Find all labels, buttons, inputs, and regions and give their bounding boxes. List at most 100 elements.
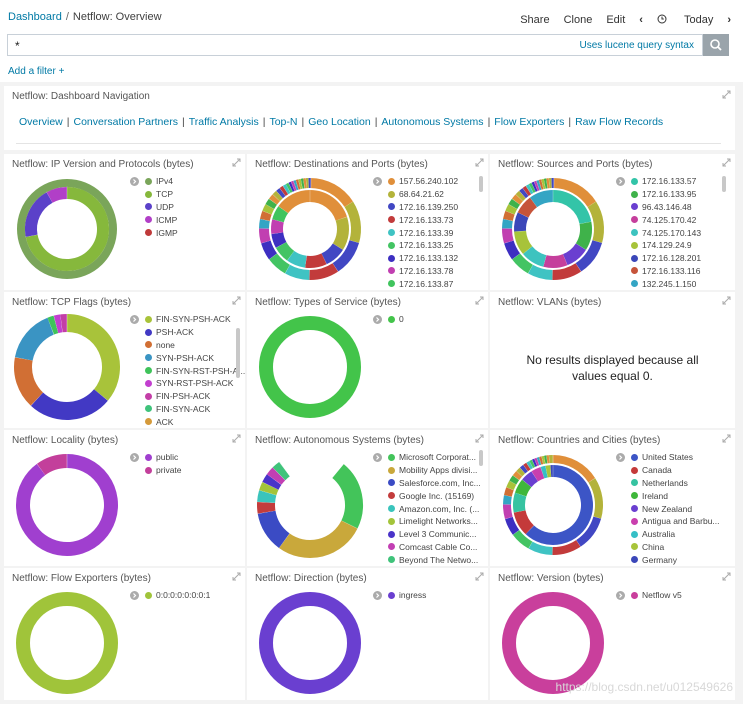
donut-chart[interactable]	[255, 312, 365, 422]
legend-scrollbar[interactable]	[479, 450, 483, 466]
legend-toggle-icon[interactable]	[373, 177, 382, 186]
legend-item[interactable]: Salesforce.com, Inc...	[388, 477, 481, 490]
share-button[interactable]: Share	[520, 14, 550, 26]
donut-chart[interactable]	[498, 450, 608, 560]
legend-item[interactable]: 172.16.133.39	[388, 226, 458, 239]
legend-item[interactable]: 157.56.240.102	[388, 175, 458, 188]
donut-slice[interactable]	[30, 388, 108, 420]
legend-item[interactable]: 172.16.128.201	[631, 252, 701, 265]
donut-slice[interactable]	[16, 454, 118, 556]
legend-item[interactable]: none	[145, 339, 245, 352]
donut-slice[interactable]	[284, 264, 310, 280]
nav-link-flow-exporters[interactable]: Flow Exporters	[494, 116, 565, 128]
legend-item[interactable]: Mobility Apps divisi...	[388, 464, 481, 477]
donut-slice[interactable]	[533, 180, 540, 191]
donut-slice[interactable]	[504, 487, 514, 497]
legend-item[interactable]: Australia	[631, 528, 720, 541]
legend-item[interactable]: New Zealand	[631, 502, 720, 515]
nav-link-overview[interactable]: Overview	[19, 116, 63, 128]
donut-slice[interactable]	[587, 201, 604, 244]
donut-slice[interactable]	[257, 490, 277, 504]
donut-slice[interactable]	[262, 474, 282, 490]
donut-slice[interactable]	[53, 314, 63, 334]
legend-item[interactable]: Limelight Networks...	[388, 515, 481, 528]
donut-chart[interactable]	[255, 174, 365, 284]
donut-slice[interactable]	[260, 210, 272, 221]
donut-slice[interactable]	[503, 504, 513, 519]
donut-slice[interactable]	[529, 459, 536, 469]
legend-toggle-icon[interactable]	[373, 453, 382, 462]
search-input[interactable]: * Uses lucene query syntax	[7, 34, 703, 56]
search-button[interactable]	[703, 34, 729, 56]
donut-slice[interactable]	[257, 510, 290, 548]
donut-slice[interactable]	[552, 178, 597, 208]
donut-chart[interactable]	[498, 174, 608, 284]
legend-toggle-icon[interactable]	[130, 177, 139, 186]
legend-item[interactable]: Amazon.com, Inc. (...	[388, 502, 481, 515]
donut-slice[interactable]	[525, 184, 534, 195]
donut-slice[interactable]	[536, 456, 542, 466]
donut-slice[interactable]	[37, 454, 68, 476]
donut-slice[interactable]	[287, 250, 307, 268]
donut-slice[interactable]	[522, 185, 532, 197]
donut-slice[interactable]	[515, 190, 526, 202]
legend-toggle-icon[interactable]	[130, 453, 139, 462]
legend-item[interactable]: Ireland	[631, 489, 720, 502]
legend-item[interactable]: private	[145, 464, 182, 477]
legend-item[interactable]: Microsoft Corporat...	[388, 451, 481, 464]
nav-link-geo-location[interactable]: Geo Location	[308, 116, 371, 128]
donut-slice[interactable]	[279, 185, 289, 197]
donut-slice[interactable]	[288, 181, 295, 192]
donut-slice[interactable]	[321, 243, 343, 265]
donut-slice[interactable]	[266, 467, 286, 485]
legend-item[interactable]: ICMP	[145, 213, 178, 226]
donut-slice[interactable]	[513, 492, 527, 513]
legend-item[interactable]: 68.64.21.62	[388, 188, 458, 201]
donut-slice[interactable]	[575, 240, 603, 272]
donut-slice[interactable]	[545, 465, 552, 478]
donut-slice[interactable]	[259, 228, 271, 244]
donut-slice[interactable]	[331, 464, 363, 529]
donut-slice[interactable]	[309, 178, 354, 208]
donut-slice[interactable]	[534, 457, 540, 467]
legend-item[interactable]: UDP	[145, 201, 178, 214]
expand-icon[interactable]	[475, 158, 484, 167]
donut-slice[interactable]	[344, 201, 361, 244]
donut-slice[interactable]	[259, 481, 279, 496]
donut-slice[interactable]	[575, 221, 592, 250]
legend-item[interactable]: Germany	[631, 553, 720, 566]
donut-slice[interactable]	[272, 190, 283, 202]
donut-slice[interactable]	[295, 179, 301, 190]
donut-slice[interactable]	[552, 190, 592, 225]
legend-scrollbar[interactable]	[479, 176, 483, 192]
donut-slice[interactable]	[268, 194, 281, 205]
donut-slice[interactable]	[271, 232, 287, 248]
donut-slice[interactable]	[309, 190, 348, 222]
legend-item[interactable]: IPv4	[145, 175, 178, 188]
donut-slice[interactable]	[257, 501, 276, 514]
legend-item[interactable]: Canada	[631, 464, 720, 477]
legend-item[interactable]: United States	[631, 451, 720, 464]
expand-icon[interactable]	[722, 90, 731, 99]
legend-toggle-icon[interactable]	[130, 315, 139, 324]
legend-item[interactable]: 74.125.170.42	[631, 213, 701, 226]
breadcrumb-dashboard-link[interactable]: Dashboard	[8, 11, 62, 23]
donut-slice[interactable]	[531, 458, 538, 467]
donut-slice[interactable]	[531, 466, 545, 482]
donut-slice[interactable]	[504, 516, 520, 535]
legend-item[interactable]: FIN-SYN-RST-PSH-A...	[145, 364, 245, 377]
donut-chart[interactable]	[12, 450, 122, 560]
legend-item[interactable]: Level 3 Communic...	[388, 528, 481, 541]
donut-slice[interactable]	[502, 228, 514, 244]
legend-item[interactable]: 172.16.133.87	[388, 277, 458, 290]
donut-slice[interactable]	[278, 190, 311, 214]
donut-slice[interactable]	[562, 243, 586, 266]
lucene-syntax-link[interactable]: Uses lucene query syntax	[579, 40, 694, 51]
donut-slice[interactable]	[516, 467, 526, 477]
donut-slice[interactable]	[512, 470, 523, 481]
legend-item[interactable]: 172.16.133.116	[631, 265, 701, 278]
donut-slice[interactable]	[503, 495, 512, 505]
expand-icon[interactable]	[722, 158, 731, 167]
time-picker-button[interactable]: Today	[657, 14, 713, 26]
legend-item[interactable]: Netherlands	[631, 477, 720, 490]
